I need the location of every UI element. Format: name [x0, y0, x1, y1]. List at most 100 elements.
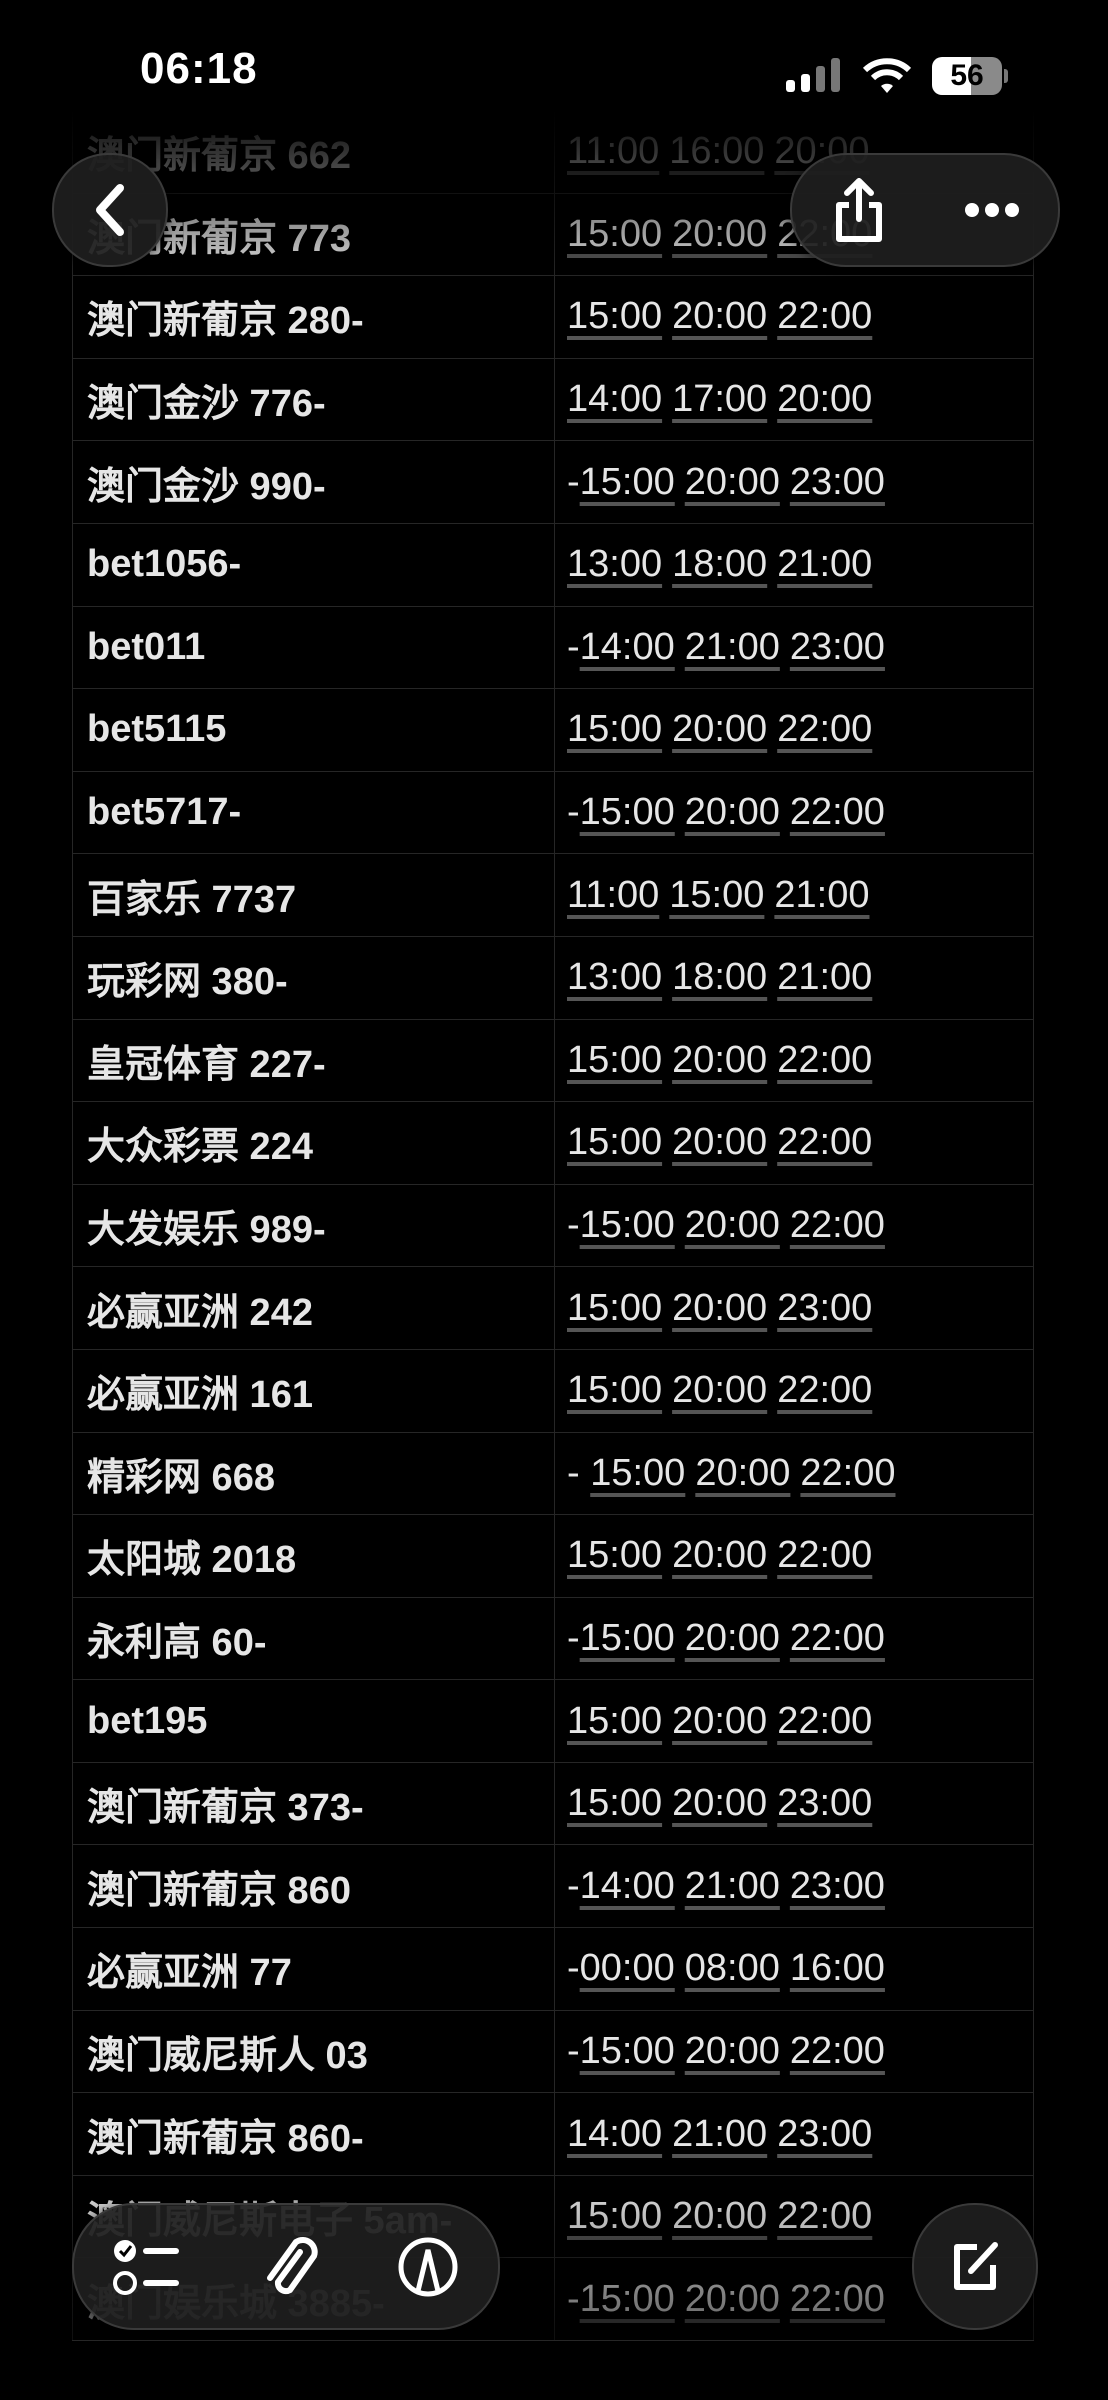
time-link[interactable]: 15:00 — [567, 1038, 663, 1081]
time-link[interactable]: 20:00 — [672, 1286, 768, 1329]
time-link[interactable]: 15:00 — [579, 460, 675, 503]
paperclip-icon[interactable] — [260, 2232, 320, 2302]
time-link[interactable]: 20:00 — [684, 1204, 780, 1247]
time-link[interactable]: 15:00 — [567, 1534, 663, 1577]
row-name[interactable]: bet5115 — [72, 688, 555, 772]
checklist-icon[interactable] — [112, 2237, 183, 2297]
row-name[interactable]: 澳门新葡京 860 — [72, 1844, 555, 1929]
time-link[interactable]: 14:00 — [579, 625, 675, 668]
time-link[interactable]: 15:00 — [567, 1699, 663, 1742]
time-link[interactable]: 15:00 — [669, 873, 765, 916]
row-name[interactable]: 澳门新葡京 860- — [72, 2092, 555, 2176]
row-name[interactable]: 澳门威尼斯人 03 — [72, 2009, 555, 2094]
time-link[interactable]: 15:00 — [567, 1121, 663, 1164]
time-link[interactable]: 20:00 — [672, 1782, 768, 1825]
time-link[interactable]: 22:00 — [777, 708, 873, 751]
time-link[interactable]: 11:00 — [567, 130, 660, 173]
time-link[interactable]: 20:00 — [684, 791, 780, 834]
time-link[interactable]: 16:00 — [789, 1947, 885, 1990]
time-link[interactable]: 15:00 — [579, 1204, 675, 1247]
row-name[interactable]: 玩彩网 380- — [72, 935, 555, 1020]
time-link[interactable]: 22:00 — [777, 1369, 873, 1412]
time-link[interactable]: 20:00 — [672, 1699, 768, 1742]
time-link[interactable]: 21:00 — [672, 2112, 768, 2155]
time-link[interactable]: 15:00 — [579, 791, 675, 834]
time-link[interactable]: 23:00 — [789, 1864, 885, 1907]
time-link[interactable]: 15:00 — [567, 295, 663, 338]
row-name[interactable]: 永利高 60- — [72, 1596, 555, 1681]
compose-button[interactable] — [912, 2203, 1038, 2330]
time-link[interactable]: 16:00 — [669, 130, 765, 173]
time-link[interactable]: 15:00 — [590, 1451, 686, 1494]
row-name[interactable]: 百家乐 7737 — [72, 853, 555, 937]
time-link[interactable]: 21:00 — [774, 873, 870, 916]
time-link[interactable]: 15:00 — [579, 2277, 675, 2320]
time-link[interactable]: 21:00 — [684, 1864, 780, 1907]
time-link[interactable]: 23:00 — [789, 625, 885, 668]
time-link[interactable]: 11:00 — [567, 873, 660, 916]
time-link[interactable]: 08:00 — [684, 1947, 780, 1990]
row-name[interactable]: bet5717- — [72, 770, 555, 855]
row-name[interactable]: 大发娱乐 989- — [72, 1183, 555, 1268]
time-link[interactable]: 18:00 — [672, 956, 768, 999]
time-link[interactable]: 20:00 — [684, 2029, 780, 2072]
time-link[interactable]: 21:00 — [777, 543, 873, 586]
time-link[interactable]: 20:00 — [777, 378, 873, 421]
time-link[interactable]: 15:00 — [567, 1782, 663, 1825]
time-link[interactable]: 20:00 — [672, 1121, 768, 1164]
row-name[interactable]: 皇冠体育 227- — [72, 1018, 555, 1103]
time-link[interactable]: 22:00 — [777, 295, 873, 338]
row-name[interactable]: bet1056- — [72, 522, 555, 607]
time-link[interactable]: 15:00 — [567, 1369, 663, 1412]
row-name[interactable]: 必赢亚洲 161 — [72, 1348, 555, 1433]
time-link[interactable]: 22:00 — [789, 791, 885, 834]
time-link[interactable]: 14:00 — [579, 1864, 675, 1907]
time-link[interactable]: 15:00 — [579, 1616, 675, 1659]
time-link[interactable]: 23:00 — [789, 460, 885, 503]
time-link[interactable]: 22:00 — [777, 1699, 873, 1742]
row-name[interactable]: 澳门新葡京 280- — [72, 275, 555, 359]
time-link[interactable]: 15:00 — [579, 2029, 675, 2072]
row-name[interactable]: bet195 — [72, 1679, 555, 1763]
time-link[interactable]: 23:00 — [777, 1286, 873, 1329]
row-name[interactable]: 必赢亚洲 242 — [72, 1266, 555, 1350]
time-link[interactable]: 20:00 — [672, 212, 768, 255]
time-link[interactable]: 15:00 — [567, 212, 663, 255]
time-link[interactable]: 13:00 — [567, 956, 663, 999]
time-link[interactable]: 20:00 — [672, 708, 768, 751]
row-name[interactable]: 大众彩票 224 — [72, 1101, 555, 1185]
time-link[interactable]: 18:00 — [672, 543, 768, 586]
time-link[interactable]: 22:00 — [789, 2277, 885, 2320]
time-link[interactable]: 20:00 — [672, 1369, 768, 1412]
time-link[interactable]: 20:00 — [672, 1534, 768, 1577]
time-link[interactable]: 20:00 — [672, 1038, 768, 1081]
row-name[interactable]: 澳门金沙 776- — [72, 357, 555, 442]
time-link[interactable]: 20:00 — [695, 1451, 791, 1494]
row-name[interactable]: 精彩网 668 — [72, 1431, 555, 1516]
time-link[interactable]: 22:00 — [777, 1534, 873, 1577]
time-link[interactable]: 22:00 — [789, 2029, 885, 2072]
time-link[interactable]: 22:00 — [777, 1121, 873, 1164]
time-link[interactable]: 20:00 — [684, 460, 780, 503]
row-name[interactable]: 澳门金沙 990- — [72, 440, 555, 524]
time-link[interactable]: 23:00 — [777, 2112, 873, 2155]
time-link[interactable]: 15:00 — [567, 1286, 663, 1329]
row-name[interactable]: 澳门新葡京 373- — [72, 1761, 555, 1846]
time-link[interactable]: 22:00 — [800, 1451, 896, 1494]
time-link[interactable]: 17:00 — [672, 378, 768, 421]
ellipsis-icon[interactable] — [964, 202, 1020, 218]
time-link[interactable]: 15:00 — [567, 708, 663, 751]
time-link[interactable]: 00:00 — [579, 1947, 675, 1990]
time-link[interactable]: 20:00 — [672, 295, 768, 338]
time-link[interactable]: 14:00 — [567, 2112, 663, 2155]
time-link[interactable]: 22:00 — [777, 2195, 873, 2238]
row-name[interactable]: 必赢亚洲 77 — [72, 1927, 555, 2011]
row-name[interactable]: 太阳城 2018 — [72, 1514, 555, 1598]
time-link[interactable]: 20:00 — [684, 2277, 780, 2320]
share-icon[interactable] — [831, 175, 887, 245]
time-link[interactable]: 20:00 — [672, 2195, 768, 2238]
time-link[interactable]: 21:00 — [684, 625, 780, 668]
row-name[interactable]: bet011 — [72, 605, 555, 690]
time-link[interactable]: 14:00 — [567, 378, 663, 421]
time-link[interactable]: 20:00 — [684, 1616, 780, 1659]
